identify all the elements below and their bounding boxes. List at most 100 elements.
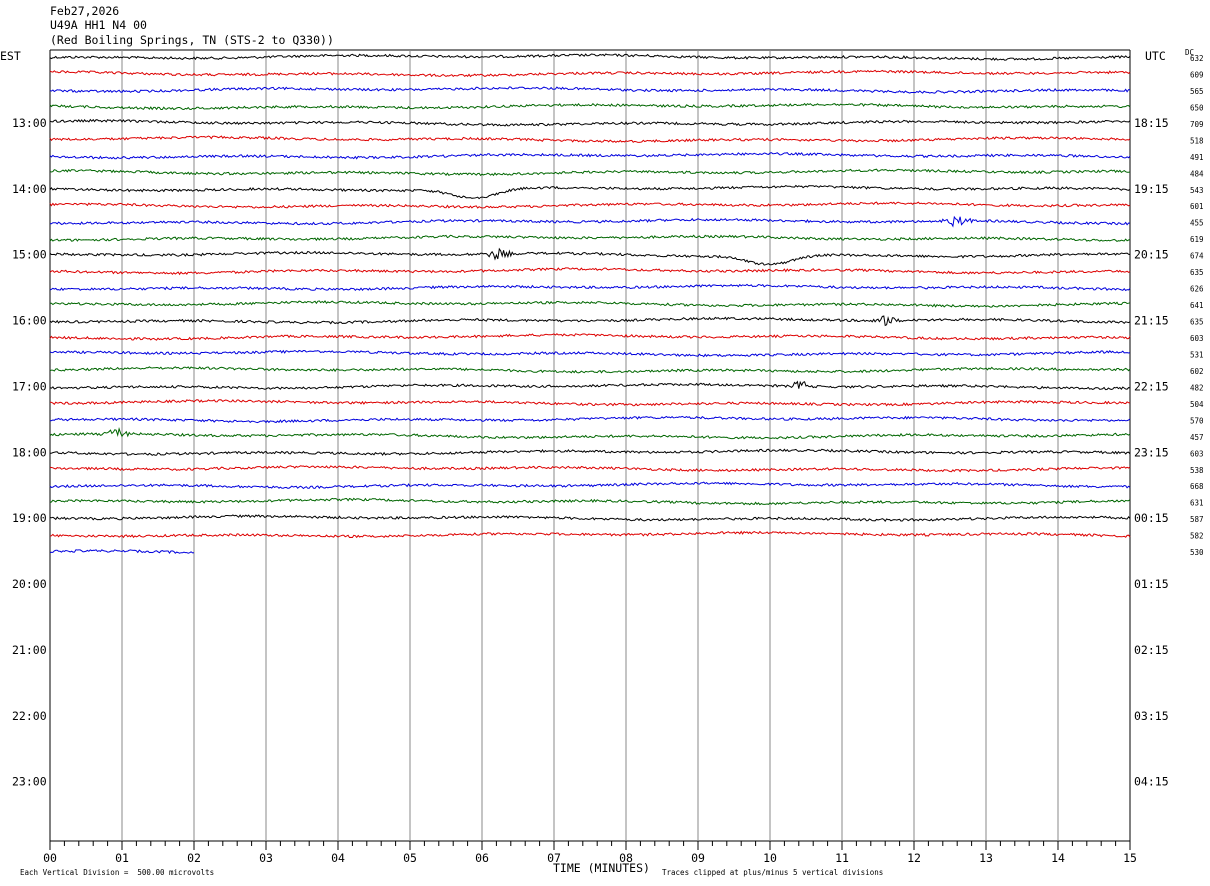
dc-offset-label: 619 xyxy=(1190,235,1204,244)
utc-hour-label: 01:15 xyxy=(1134,577,1169,591)
x-tick-label: 07 xyxy=(547,851,561,865)
trace-row-11 xyxy=(49,234,1131,242)
utc-hour-label: 03:15 xyxy=(1134,709,1169,723)
est-axis-title: EST xyxy=(0,49,21,63)
trace-row-9 xyxy=(49,201,1131,209)
dc-offset-label: 626 xyxy=(1190,285,1204,294)
dc-offset-label: 530 xyxy=(1190,548,1204,557)
est-hour-label: 20:00 xyxy=(12,577,47,591)
dc-offset-label: 601 xyxy=(1190,202,1204,211)
dc-offset-label: 504 xyxy=(1190,400,1204,409)
dc-offset-label: 668 xyxy=(1190,482,1204,491)
trace-row-23 xyxy=(49,426,1131,440)
x-tick-label: 14 xyxy=(1051,851,1065,865)
dc-offset-label: 484 xyxy=(1190,169,1204,178)
trace-row-3 xyxy=(49,102,1131,111)
est-hour-label: 21:00 xyxy=(12,643,47,657)
x-axis-title: TIME (MINUTES) xyxy=(553,861,650,875)
dc-offset-label: 482 xyxy=(1190,383,1204,392)
utc-hour-label: 18:15 xyxy=(1134,116,1169,130)
dc-offset-label: 709 xyxy=(1190,120,1204,129)
est-hour-label: 18:00 xyxy=(12,445,47,459)
trace-row-13 xyxy=(49,267,1131,276)
dc-offset-label: 632 xyxy=(1190,54,1204,63)
trace-row-5 xyxy=(49,135,1131,144)
trace-row-27 xyxy=(49,497,1131,506)
trace-row-17 xyxy=(49,333,1131,341)
est-hour-label: 22:00 xyxy=(12,709,47,723)
dc-offset-label: 457 xyxy=(1190,433,1204,442)
dc-offset-label: 531 xyxy=(1190,350,1204,359)
dc-offset-label: 602 xyxy=(1190,367,1204,376)
est-hour-label: 15:00 xyxy=(12,248,47,262)
trace-row-30 xyxy=(49,549,195,554)
channel-label: U49A HH1 N4 00 xyxy=(50,18,147,32)
trace-row-6 xyxy=(49,152,1131,160)
x-tick-label: 06 xyxy=(475,851,489,865)
trace-row-10 xyxy=(50,215,1131,228)
dc-offset-label: 635 xyxy=(1190,318,1204,327)
utc-hour-label: 23:15 xyxy=(1134,445,1169,459)
utc-hour-label: 22:15 xyxy=(1134,379,1169,393)
trace-row-12 xyxy=(49,247,1131,266)
utc-hour-label: 21:15 xyxy=(1134,314,1169,328)
est-hour-label: 14:00 xyxy=(12,182,47,196)
date-label: Feb27,2026 xyxy=(50,4,120,18)
dc-offset-label: 603 xyxy=(1190,334,1204,343)
trace-row-29 xyxy=(49,530,1131,539)
trace-row-4 xyxy=(49,118,1131,127)
dc-offset-label: 609 xyxy=(1190,70,1204,79)
x-tick-label: 13 xyxy=(979,851,993,865)
est-hour-label: 23:00 xyxy=(12,775,47,789)
scale-note: Each Vertical Division = 500.00 microvol… xyxy=(20,868,215,877)
trace-row-0 xyxy=(49,53,1131,61)
trace-row-8 xyxy=(49,184,1131,200)
dc-offset-label: 543 xyxy=(1190,186,1204,195)
dc-offset-label: 538 xyxy=(1190,466,1204,475)
utc-hour-label: 20:15 xyxy=(1134,248,1169,262)
est-hour-label: 13:00 xyxy=(12,116,47,130)
est-hour-label: 19:00 xyxy=(12,511,47,525)
trace-row-22 xyxy=(49,415,1131,424)
dc-offset-label: 650 xyxy=(1190,103,1204,112)
trace-row-15 xyxy=(49,300,1131,308)
trace-row-26 xyxy=(49,481,1131,490)
clip-note: Traces clipped at plus/minus 5 vertical … xyxy=(662,868,884,877)
x-tick-label: 02 xyxy=(187,851,201,865)
dc-offset-label: 582 xyxy=(1190,532,1204,541)
trace-row-21 xyxy=(49,399,1131,407)
dc-offset-label: 674 xyxy=(1190,252,1204,261)
dc-offset-label: 565 xyxy=(1190,87,1204,96)
trace-row-25 xyxy=(49,465,1131,473)
dc-column-title: DC xyxy=(1185,48,1195,57)
x-tick-label: 00 xyxy=(43,851,57,865)
trace-row-16 xyxy=(49,315,1131,327)
dc-offset-label: 635 xyxy=(1190,268,1204,277)
dc-offset-label: 631 xyxy=(1190,499,1204,508)
x-tick-label: 15 xyxy=(1123,851,1137,865)
trace-row-7 xyxy=(49,168,1131,177)
x-tick-label: 08 xyxy=(619,851,633,865)
dc-offset-label: 491 xyxy=(1190,153,1204,162)
trace-row-20 xyxy=(49,380,1131,391)
x-tick-label: 05 xyxy=(403,851,417,865)
trace-row-24 xyxy=(50,448,1131,457)
x-tick-label: 04 xyxy=(331,851,345,865)
dc-offset-label: 587 xyxy=(1190,515,1204,524)
trace-row-19 xyxy=(49,366,1131,374)
trace-row-1 xyxy=(49,69,1131,78)
x-tick-label: 12 xyxy=(907,851,921,865)
x-tick-label: 01 xyxy=(115,851,129,865)
trace-row-14 xyxy=(49,283,1131,292)
trace-row-18 xyxy=(49,349,1131,358)
x-tick-label: 03 xyxy=(259,851,273,865)
trace-row-2 xyxy=(49,86,1131,94)
utc-hour-label: 02:15 xyxy=(1134,643,1169,657)
dc-offset-label: 518 xyxy=(1190,136,1204,145)
x-tick-label: 10 xyxy=(763,851,777,865)
est-hour-label: 17:00 xyxy=(12,379,47,393)
est-hour-label: 16:00 xyxy=(12,314,47,328)
trace-row-28 xyxy=(49,514,1131,522)
utc-axis-title: UTC xyxy=(1145,49,1166,63)
